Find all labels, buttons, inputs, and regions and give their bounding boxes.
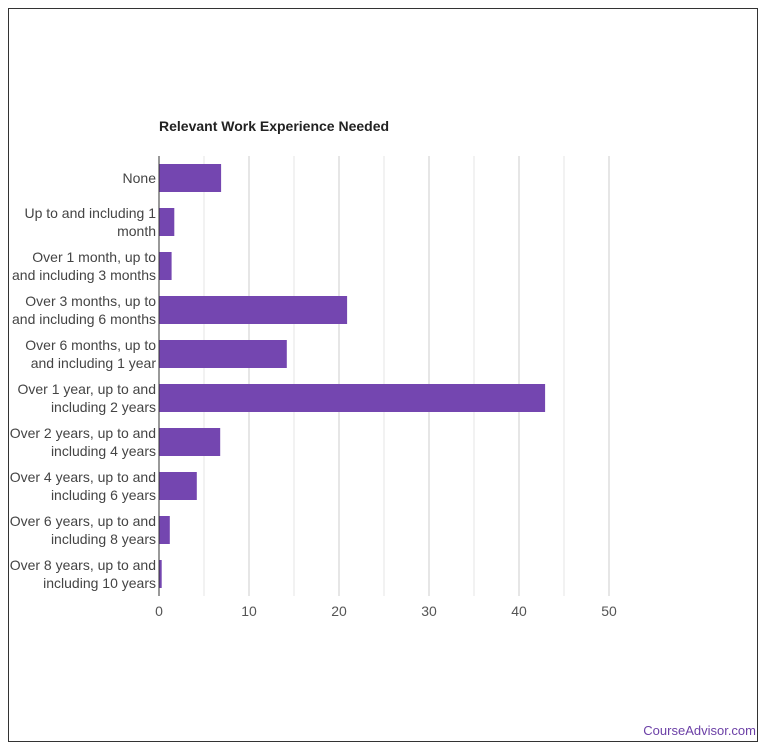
category-label: None [122,170,156,186]
bar[interactable] [159,296,348,324]
bar[interactable] [159,340,287,368]
bar[interactable] [159,472,197,500]
bar[interactable] [159,560,162,588]
tick-label: 30 [421,603,437,619]
category-label: Over 4 years, up to and including 6 years [9,469,156,503]
bar[interactable] [159,252,172,280]
tick-label: 20 [331,603,347,619]
bar[interactable] [159,428,221,456]
watermark: CourseAdvisor.com [643,723,756,738]
chart-frame [8,8,758,742]
tick-label: 0 [155,603,163,619]
category-label: Up to and including 1 month [24,205,156,239]
bar[interactable] [159,208,175,236]
tick-label: 40 [511,603,527,619]
category-label: Over 2 years, up to and including 4 years [9,425,156,459]
category-label: Over 6 months, up to and including 1 year [25,337,156,371]
category-label: Over 1 month, up to and including 3 month… [12,249,156,283]
tick-label: 10 [241,603,257,619]
bar[interactable] [159,516,170,544]
chart-title: Relevant Work Experience Needed [159,118,390,134]
tick-label: 50 [601,603,617,619]
category-label: Over 8 years, up to and including 10 year… [9,557,156,591]
bar[interactable] [159,164,222,192]
category-label: Over 3 months, up to and including 6 mont… [12,293,156,327]
category-label: Over 6 years, up to and including 8 years [9,513,156,547]
category-label: Over 1 year, up to and including 2 years [17,381,156,415]
bar[interactable] [159,384,546,412]
